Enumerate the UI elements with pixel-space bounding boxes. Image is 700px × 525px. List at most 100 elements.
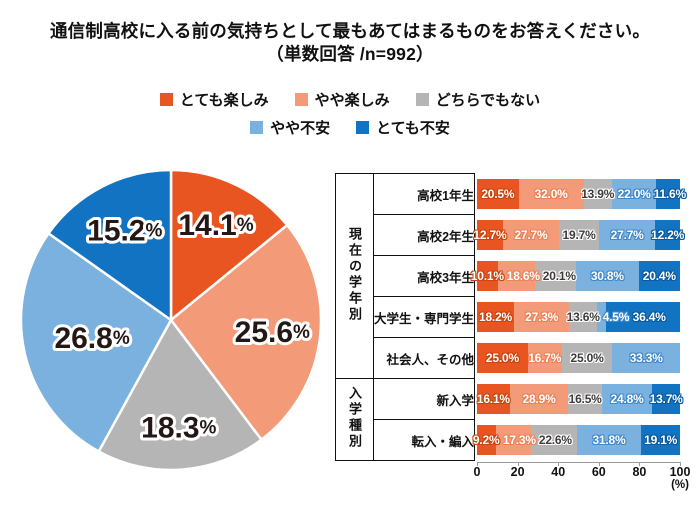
chart-title: 通信制高校に入る前の気持ちとして最もあてはまるものをお答えください。	[49, 21, 651, 41]
bar-segment	[601, 384, 653, 414]
legend-swatch-icon	[250, 121, 264, 134]
bar-segment	[596, 302, 607, 332]
bar-segment-value: 19.7%	[562, 228, 596, 242]
x-axis-tick-label: 60	[591, 465, 606, 479]
bar-segment	[518, 179, 584, 209]
pie-slice-value-label: 18.3%	[141, 411, 216, 444]
bar-segment	[477, 343, 528, 373]
bar-segment	[561, 343, 613, 373]
bar-table: 現在の学年別 高校1年生 20.5% 32.0% 13.9% 22.0% 11.6% 高校2年…	[335, 173, 686, 461]
bar-segment	[477, 261, 498, 291]
bar-segment-value: 36.4%	[632, 310, 666, 324]
bar-segment-value: 20.1%	[542, 269, 576, 283]
pie-slice-value-label: 15.2%	[87, 214, 162, 247]
x-axis-tick-label: 0	[473, 465, 481, 479]
legend-item: どちらでもない	[415, 89, 541, 110]
bar-segment-value: 20.5%	[481, 187, 515, 201]
row-label-cell: 高校1年生	[372, 173, 476, 215]
bar-segment-value: 22.0%	[617, 187, 651, 201]
pie-slice-1	[169, 223, 323, 441]
x-axis-tick-mark	[598, 462, 600, 466]
bar-segment-value: 31.8%	[592, 433, 626, 447]
bar-segment-value: 27.7%	[514, 228, 548, 242]
stacked-bar-chart: 現在の学年別 高校1年生 20.5% 32.0% 13.9% 22.0% 11.6% 高校2年…	[335, 173, 690, 503]
bar-segment	[656, 179, 680, 209]
legend-label: どちらでもない	[435, 92, 541, 109]
group-cell: 入学種別	[335, 378, 374, 461]
pie-slice-4	[47, 168, 173, 322]
x-axis-tick-mark	[680, 462, 682, 466]
bar-segment	[530, 425, 577, 455]
legend-swatch-icon	[415, 93, 429, 106]
pie-slice-value-label: 26.8%	[54, 322, 129, 355]
row-label-cell: 新入学	[372, 378, 476, 420]
legend: とても楽しみ やや楽しみ どちらでもない やや不安 とても不安	[0, 89, 700, 145]
stacked-bar: 9.2% 17.3% 22.6% 31.8% 19.1%	[473, 425, 680, 455]
legend-item: やや不安	[250, 117, 330, 138]
legend-swatch-icon	[159, 93, 173, 106]
bar-segment-value: 27.3%	[525, 310, 559, 324]
stacked-bar: 20.5% 32.0% 13.9% 22.0% 11.6%	[477, 179, 686, 209]
bar-segment-value: 16.5%	[568, 392, 602, 406]
row-label-cell: 転入・編入	[372, 419, 476, 461]
legend-item: とても楽しみ	[159, 89, 269, 110]
table-row: 転入・編入 9.2% 17.3% 22.6% 31.8% 19.1%	[336, 419, 681, 461]
row-label-cell: 社会人、その他	[372, 337, 476, 379]
x-axis-line	[477, 462, 681, 463]
pie-chart: 14.1% 25.6% 18.3% 26.8% 15.2%	[19, 168, 323, 472]
table-row: 高校2年生 12.7% 27.7% 19.7% 27.7% 12.2%	[336, 214, 684, 256]
bar-segment-value: 25.0%	[570, 351, 604, 365]
bar-segment	[477, 220, 503, 250]
table-row: 大学生・専門学生 18.2% 27.3% 13.6% 4.5% 36.4%	[336, 296, 681, 338]
stacked-bar: 10.1% 18.6% 20.1% 30.8% 20.4%	[471, 261, 680, 291]
bar-segment-value: 22.6%	[538, 433, 572, 447]
legend-label: とても楽しみ	[179, 92, 269, 109]
table-row: 現在の学年別 高校1年生 20.5% 32.0% 13.9% 22.0% 11.6%	[335, 173, 686, 379]
stacked-bar: 12.7% 27.7% 19.7% 27.7% 12.2%	[473, 220, 684, 250]
bar-segment-value: 9.2%	[472, 433, 500, 447]
legend-item: やや楽しみ	[294, 89, 390, 110]
group-cell: 現在の学年別	[335, 173, 374, 379]
bar-segment	[652, 384, 680, 414]
legend-label: やや楽しみ	[314, 92, 390, 109]
bar-segment	[535, 261, 577, 291]
pie-slice-value-label: 25.6%	[235, 316, 310, 349]
bar-segment	[606, 302, 680, 332]
row-label-cell: 大学生・専門学生	[372, 296, 476, 338]
bar-segment	[641, 425, 680, 455]
bar-segment	[612, 343, 680, 373]
x-axis-tick-mark	[517, 462, 519, 466]
bar-segment-value: 25.0%	[485, 351, 519, 365]
bar-segment-value: 13.6%	[566, 310, 600, 324]
group-label: 現在の学年別	[347, 226, 362, 323]
bar-segment-value: 18.2%	[478, 310, 513, 324]
x-axis-tick-label: 20	[510, 465, 525, 479]
legend-label: やや不安	[270, 120, 331, 137]
bar-segment	[559, 220, 599, 250]
pie-slice-2	[97, 318, 263, 472]
bar-segment-value: 17.3%	[502, 433, 536, 447]
legend-row-1: とても楽しみ やや楽しみ どちらでもない	[0, 89, 700, 110]
x-axis-tick-label: 100	[669, 465, 691, 479]
pie-slice-3	[19, 232, 173, 453]
bar-segment-value: 24.8%	[610, 392, 644, 406]
bar-segment-value: 32.0%	[534, 187, 568, 201]
bar-segment	[611, 179, 657, 209]
x-axis-tick-mark	[558, 462, 560, 466]
legend-row-2: やや不安 とても不安	[0, 117, 700, 138]
stacked-bar: 25.0% 16.7% 25.0% 33.3%	[477, 343, 680, 373]
bar-segment	[598, 220, 656, 250]
bar-segment	[477, 384, 510, 414]
pie-slice-0	[169, 168, 289, 322]
bar-segment-value: 13.9%	[581, 187, 615, 201]
bar-segment	[477, 179, 519, 209]
table-row: 高校3年生 10.1% 18.6% 20.1% 30.8% 20.4%	[336, 255, 681, 297]
bar-segment	[513, 302, 570, 332]
bar-segment	[527, 343, 562, 373]
x-axis-unit-label: (%)	[671, 479, 689, 491]
stacked-bar: 16.1% 28.9% 16.5% 24.8% 13.7%	[477, 384, 683, 414]
bar-segment	[502, 220, 559, 250]
bar-segment	[495, 425, 531, 455]
legend-label: とても不安	[376, 120, 450, 137]
